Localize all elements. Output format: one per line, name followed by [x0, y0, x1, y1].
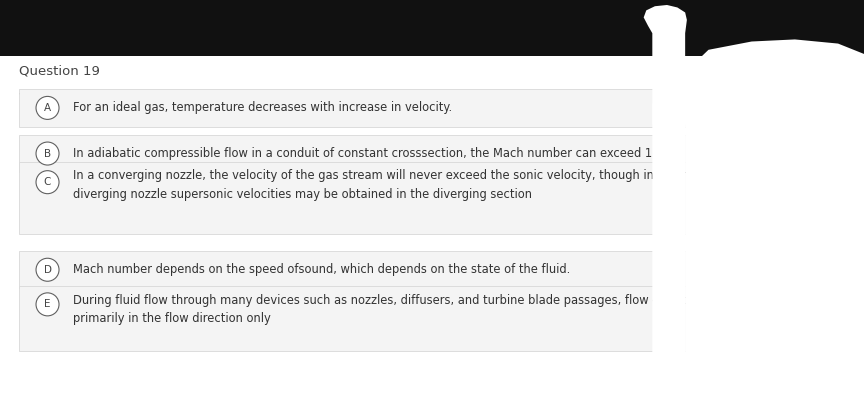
Text: E: E — [44, 299, 51, 309]
Text: Which of the following statement is FALSE?: Which of the following statement is FALS… — [19, 93, 411, 108]
FancyBboxPatch shape — [19, 135, 845, 172]
FancyBboxPatch shape — [0, 0, 864, 56]
FancyBboxPatch shape — [19, 286, 845, 351]
Polygon shape — [644, 5, 687, 359]
Text: D: D — [43, 265, 52, 275]
Ellipse shape — [36, 293, 59, 316]
Ellipse shape — [36, 142, 59, 165]
Text: For an ideal gas, temperature decreases with increase in velocity.: For an ideal gas, temperature decreases … — [73, 101, 453, 115]
FancyBboxPatch shape — [19, 89, 845, 127]
Polygon shape — [652, 39, 864, 359]
Text: C: C — [44, 177, 51, 187]
FancyBboxPatch shape — [19, 162, 845, 234]
Text: Question 19: Question 19 — [19, 64, 100, 77]
Text: Mach number depends on the speed ofsound, which depends on the state of the flui: Mach number depends on the speed ofsound… — [73, 263, 571, 276]
Text: In adiabatic compressible flow in a conduit of constant crosssection, the Mach n: In adiabatic compressible flow in a cond… — [73, 147, 664, 160]
Text: B: B — [44, 149, 51, 159]
Ellipse shape — [36, 258, 59, 281]
Ellipse shape — [36, 171, 59, 194]
Ellipse shape — [36, 96, 59, 120]
Text: A: A — [44, 103, 51, 113]
FancyBboxPatch shape — [19, 251, 845, 288]
Text: In a converging nozzle, the velocity of the gas stream will never exceed the son: In a converging nozzle, the velocity of … — [73, 169, 737, 201]
Text: During fluid flow through many devices such as nozzles, diffusers, and turbine b: During fluid flow through many devices s… — [73, 294, 740, 325]
